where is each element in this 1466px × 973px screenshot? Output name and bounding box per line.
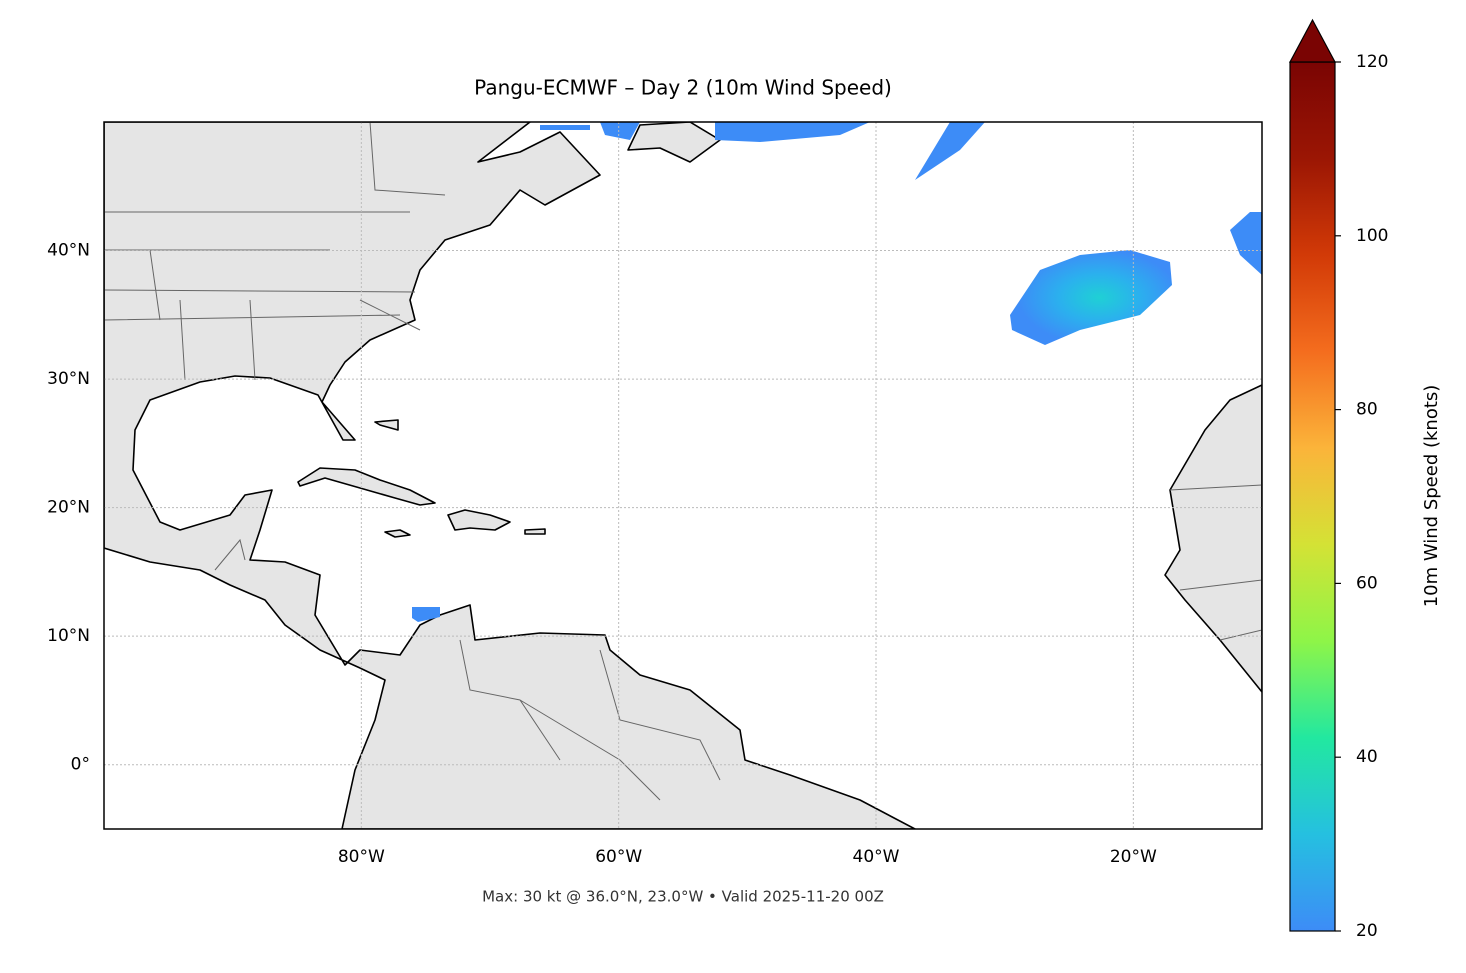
x-tick-label: 60°W — [595, 847, 642, 867]
wind-region — [540, 125, 590, 130]
hispaniola — [447, 509, 511, 531]
map-title: Pangu-ECMWF – Day 2 (10m Wind Speed) — [474, 76, 892, 100]
colorbar-label: 10m Wind Speed (knots) — [1421, 385, 1442, 608]
wind-region — [915, 122, 985, 180]
x-tick-label: 40°W — [853, 847, 900, 867]
grid — [104, 122, 1262, 829]
y-tick-label: 20°N — [47, 498, 90, 518]
wind-region — [1230, 212, 1262, 275]
wind-region — [1010, 250, 1172, 345]
map-area — [104, 122, 1262, 829]
wind-region — [412, 607, 440, 622]
colorbar-tick-label: 20 — [1356, 921, 1378, 941]
ticks: 80°W 60°W 40°W 20°W 0° 10°N 20°N 30°N 40°N — [47, 241, 1157, 867]
x-tick-label: 80°W — [338, 847, 385, 867]
jamaica — [384, 529, 411, 538]
land — [104, 122, 1262, 829]
bahamas — [374, 419, 399, 431]
wind-region — [715, 122, 870, 142]
borders — [104, 122, 1262, 801]
cuba — [297, 467, 436, 506]
americas — [104, 122, 916, 829]
colorbar-scale — [1289, 61, 1336, 932]
wind-region — [600, 122, 640, 140]
colorbar: 10m Wind Speed (knots) 20 40 60 80 100 120 — [1288, 18, 1442, 941]
colorbar-tick-label: 120 — [1356, 52, 1388, 72]
y-tick-label: 10°N — [47, 626, 90, 646]
map-frame — [103, 121, 1263, 830]
colorbar-tick-label: 80 — [1356, 400, 1378, 420]
puerto-rico — [524, 528, 546, 535]
africa — [1164, 384, 1262, 693]
colorbar-tick-label: 60 — [1356, 573, 1378, 593]
colorbar-tick-label: 100 — [1356, 226, 1388, 246]
x-tick-label: 20°W — [1110, 847, 1157, 867]
footer-note: Max: 30 kt @ 36.0°N, 23.0°W • Valid 2025… — [482, 888, 884, 906]
y-tick-label: 30°N — [47, 369, 90, 389]
y-tick-label: 0° — [71, 755, 90, 775]
border-lines — [104, 122, 1262, 801]
colorbar-tick-label: 40 — [1356, 747, 1378, 767]
y-tick-label: 40°N — [47, 241, 90, 261]
wind-field — [412, 122, 1262, 622]
colorbar-extend — [1288, 18, 1337, 63]
